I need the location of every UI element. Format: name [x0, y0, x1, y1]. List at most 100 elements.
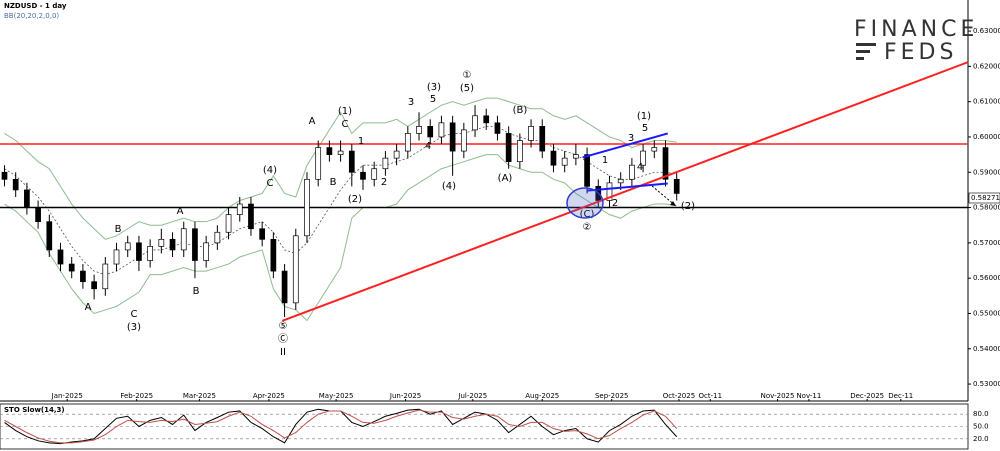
- wave-label: 4: [425, 141, 431, 152]
- candle-body: [673, 178, 680, 194]
- chart-title: NZDUSD - 1 day: [4, 2, 67, 10]
- wave-label: (B): [513, 105, 528, 116]
- wave-label: (4): [442, 181, 456, 192]
- candle-body: [629, 164, 635, 180]
- candle-body: [203, 242, 209, 261]
- trend-line: [281, 61, 969, 322]
- candle-body: [528, 126, 534, 141]
- x-tick-label: Aug-2025: [525, 392, 559, 400]
- candle-body: [360, 171, 366, 180]
- candle-body: [640, 150, 646, 166]
- wave-label: C: [342, 119, 349, 130]
- candle-body: [24, 189, 30, 208]
- y-tick-label: 0.62000: [973, 62, 1000, 70]
- wave-label: (C): [580, 209, 595, 220]
- candle-body: [393, 150, 400, 159]
- y-tick-label: 0.59000: [973, 168, 1000, 176]
- trend-line: [586, 182, 668, 192]
- wave-label: (4): [263, 165, 277, 176]
- wave-label: 5: [642, 123, 648, 134]
- wave-label: ②: [583, 222, 592, 233]
- candle-body: [12, 178, 19, 191]
- x-tick-label: Jan-2025: [51, 392, 83, 400]
- wave-label: (5): [460, 83, 474, 94]
- wave-label: A: [309, 116, 316, 127]
- logo-bar: [856, 57, 864, 60]
- highlight-ellipse: [566, 187, 604, 219]
- candle-body: [46, 221, 53, 251]
- candle-body: [662, 147, 669, 180]
- x-tick-label: Nov-2025: [761, 392, 795, 400]
- candle-body: [248, 203, 254, 230]
- wave-label: ①: [463, 70, 472, 81]
- candle-body: [192, 228, 198, 261]
- x-tick-label: Jun-2025: [389, 392, 421, 400]
- candle-body: [259, 228, 266, 240]
- wave-label: II: [280, 347, 286, 358]
- candle-body: [348, 150, 355, 173]
- wave-label: 3: [628, 133, 634, 144]
- wave-label: Ⓒ: [278, 333, 288, 345]
- x-tick-label: Nov-11: [796, 392, 821, 400]
- candle-body: [617, 178, 624, 184]
- band-line: [4, 97, 677, 240]
- brand-line: FINANCE: [854, 17, 978, 42]
- y-tick-label: 0.56000: [973, 274, 1000, 282]
- candle-body: [225, 214, 232, 233]
- candle-body: [472, 115, 478, 131]
- candle-body: [102, 263, 109, 290]
- candle-body: [147, 246, 153, 261]
- candle-body: [483, 115, 490, 124]
- candle-body: [1, 171, 8, 180]
- candle-body: [158, 238, 165, 247]
- wave-label: (2): [348, 194, 362, 205]
- wave-label: C: [267, 178, 274, 189]
- trend-line: [582, 132, 669, 159]
- x-tick-label: Jul-2025: [457, 392, 487, 400]
- candle-body: [550, 150, 557, 166]
- wave-label: B: [193, 286, 200, 297]
- candle-body: [337, 150, 344, 155]
- y-tick-label: 80.0: [973, 410, 989, 418]
- wave-label: 1: [358, 136, 364, 147]
- wave-label: B: [330, 177, 337, 188]
- candle-body: [438, 122, 445, 138]
- candle-body: [35, 207, 41, 223]
- wave-label: 1: [602, 155, 608, 166]
- oscillator-line: [4, 409, 678, 444]
- wave-label: (3): [427, 82, 441, 93]
- indicator-label: BB(20,20,2,0,0): [4, 12, 59, 20]
- y-tick-label: 0.61000: [973, 98, 1000, 106]
- candle-body: [651, 147, 658, 152]
- x-tick-label: Apr-2025: [253, 392, 285, 400]
- candle-body: [460, 129, 467, 152]
- panel-frame: [0, 403, 969, 450]
- candle-body: [517, 140, 523, 163]
- candle-body: [304, 178, 310, 237]
- x-tick-label: Oct-2025: [663, 392, 695, 400]
- candle-body: [382, 157, 389, 170]
- y-tick-label: 0.53000: [973, 380, 1000, 388]
- candle-body: [236, 203, 243, 215]
- candle-body: [505, 133, 512, 163]
- candle-body: [326, 147, 333, 155]
- candle-body: [180, 228, 187, 251]
- price-tag: [968, 192, 1000, 204]
- x-tick-label: Sep-2025: [595, 392, 629, 400]
- y-tick-label: 0.60000: [973, 133, 1000, 141]
- y-tick-label: 0.58000: [973, 204, 1000, 212]
- candle-body: [371, 168, 378, 180]
- candle-body: [91, 281, 97, 290]
- candle-body: [449, 122, 456, 152]
- candle-body: [124, 242, 131, 251]
- wave-label: A: [85, 302, 92, 313]
- y-tick-label: 0.57000: [973, 239, 1000, 247]
- candle-body: [573, 154, 579, 159]
- candle-body: [68, 263, 75, 272]
- y-tick-label: 0.55000: [973, 309, 1000, 317]
- wave-label: 4: [637, 162, 643, 173]
- oscillator-title: STO Slow(14,3): [4, 406, 65, 414]
- wave-label: 2: [381, 177, 387, 188]
